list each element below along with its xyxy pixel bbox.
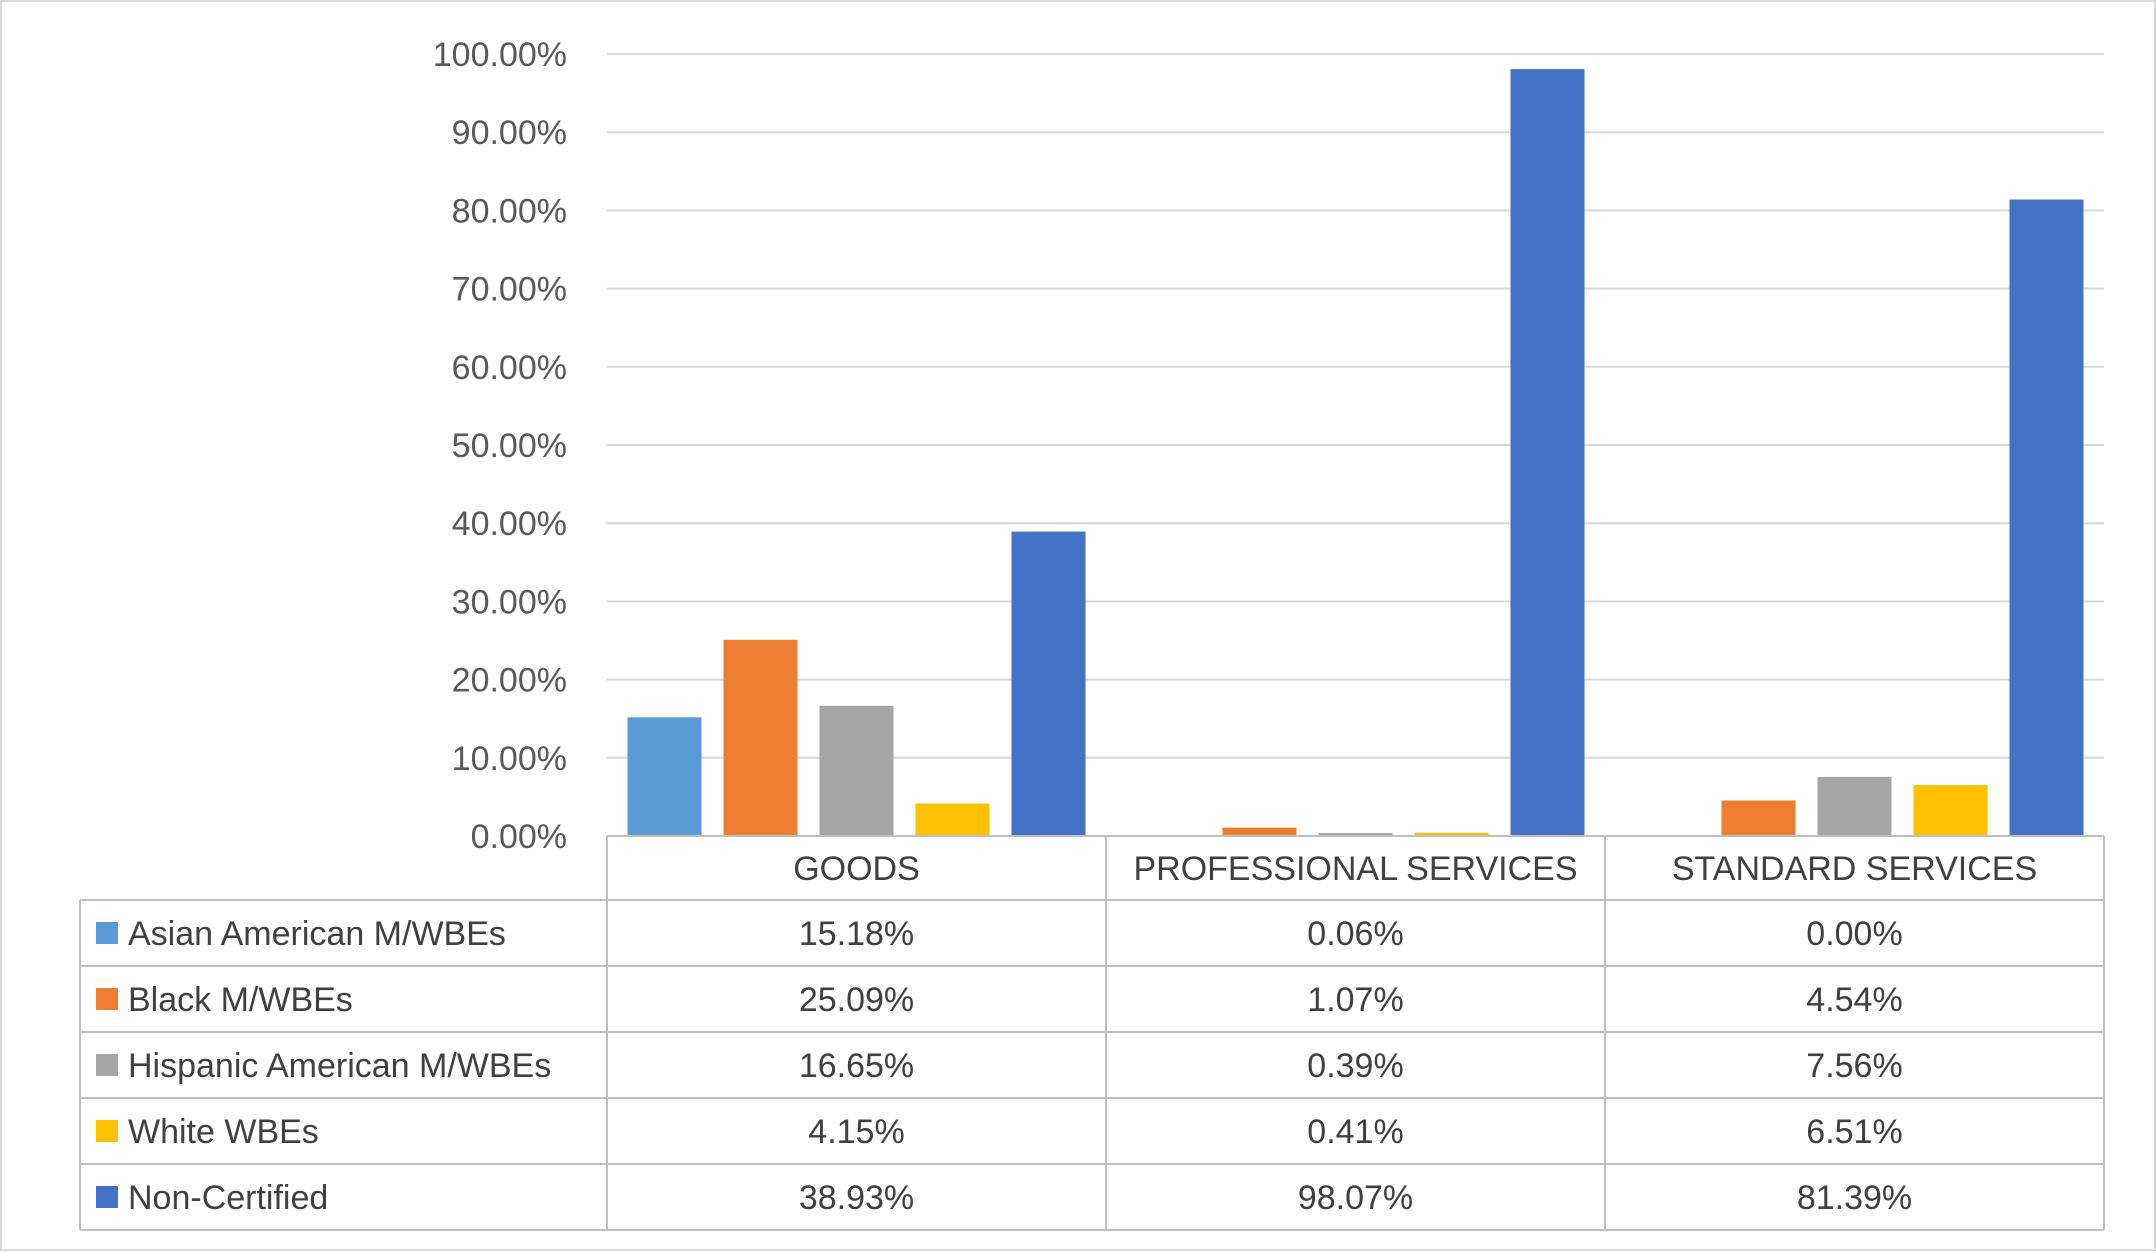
y-tick-label-80: 80.00%: [452, 192, 567, 230]
legend-swatch-asian-american-m-wbes: [96, 922, 118, 944]
data-label-hispanic-american-m-wbes-standard-services: 7.56%: [1806, 1047, 1902, 1085]
y-tick-label-100: 100.00%: [433, 36, 567, 74]
y-axis-tick-labels: 0.00% 10.00% 20.00% 30.00% 40.00% 50.00% 60.00…: [433, 36, 567, 856]
legend-label-hispanic-american-m-wbes: Hispanic American M/WBEs: [128, 1047, 551, 1085]
data-label-non-certified-professional-services: 98.07%: [1298, 1179, 1413, 1217]
legend-swatch-white-wbes: [96, 1120, 118, 1142]
data-label-asian-american-m-wbes-goods: 15.18%: [799, 915, 914, 953]
bar-non-certified-standard-services: [2010, 200, 2084, 836]
data-label-black-m-wbes-goods: 25.09%: [799, 981, 914, 1019]
y-tick-label-60: 60.00%: [452, 349, 567, 387]
bar-non-certified-goods: [1012, 532, 1086, 836]
y-tick-label-50: 50.00%: [452, 427, 567, 465]
x-category-label-professional-services: PROFESSIONAL SERVICES: [1133, 850, 1577, 888]
bar-white-wbes-goods: [916, 804, 990, 836]
legend-swatch-non-certified: [96, 1186, 118, 1208]
legend-label-white-wbes: White WBEs: [128, 1113, 319, 1151]
data-label-black-m-wbes-professional-services: 1.07%: [1307, 981, 1403, 1019]
gridlines: [607, 54, 2104, 758]
bar-black-m-wbes-professional-services: [1223, 828, 1297, 836]
data-label-hispanic-american-m-wbes-goods: 16.65%: [799, 1047, 914, 1085]
x-category-label-goods: GOODS: [793, 850, 920, 888]
y-tick-label-70: 70.00%: [452, 271, 567, 309]
bar-non-certified-professional-services: [1511, 69, 1585, 836]
data-label-non-certified-standard-services: 81.39%: [1797, 1179, 1912, 1217]
y-tick-label-30: 30.00%: [452, 583, 567, 621]
y-tick-label-0: 0.00%: [471, 818, 567, 856]
y-tick-label-40: 40.00%: [452, 505, 567, 543]
data-label-white-wbes-professional-services: 0.41%: [1307, 1113, 1403, 1151]
bar-black-m-wbes-goods: [724, 640, 798, 836]
data-label-asian-american-m-wbes-standard-services: 0.00%: [1806, 915, 1902, 953]
data-label-hispanic-american-m-wbes-professional-services: 0.39%: [1307, 1047, 1403, 1085]
legend-swatch-black-m-wbes: [96, 988, 118, 1010]
bars: [628, 69, 2084, 836]
y-tick-label-10: 10.00%: [452, 740, 567, 778]
data-label-black-m-wbes-standard-services: 4.54%: [1806, 981, 1902, 1019]
y-tick-label-90: 90.00%: [452, 114, 567, 152]
data-table: GOODS PROFESSIONAL SERVICES STANDARD SERVI…: [80, 836, 2104, 1230]
bar-black-m-wbes-standard-services: [1722, 800, 1796, 836]
legend-swatch-hispanic-american-m-wbes: [96, 1054, 118, 1076]
bar-white-wbes-standard-services: [1914, 785, 1988, 836]
legend-label-asian-american-m-wbes: Asian American M/WBEs: [128, 915, 506, 953]
bar-asian-american-m-wbes-goods: [628, 717, 702, 836]
data-label-asian-american-m-wbes-professional-services: 0.06%: [1307, 915, 1403, 953]
data-label-white-wbes-goods: 4.15%: [808, 1113, 904, 1151]
bar-hispanic-american-m-wbes-standard-services: [1818, 777, 1892, 836]
x-category-label-standard-services: STANDARD SERVICES: [1672, 850, 2037, 888]
legend-label-black-m-wbes: Black M/WBEs: [128, 981, 353, 1019]
data-label-white-wbes-standard-services: 6.51%: [1806, 1113, 1902, 1151]
data-label-non-certified-goods: 38.93%: [799, 1179, 914, 1217]
bar-hispanic-american-m-wbes-goods: [820, 706, 894, 836]
legend-label-non-certified: Non-Certified: [128, 1179, 328, 1217]
y-tick-label-20: 20.00%: [452, 662, 567, 700]
